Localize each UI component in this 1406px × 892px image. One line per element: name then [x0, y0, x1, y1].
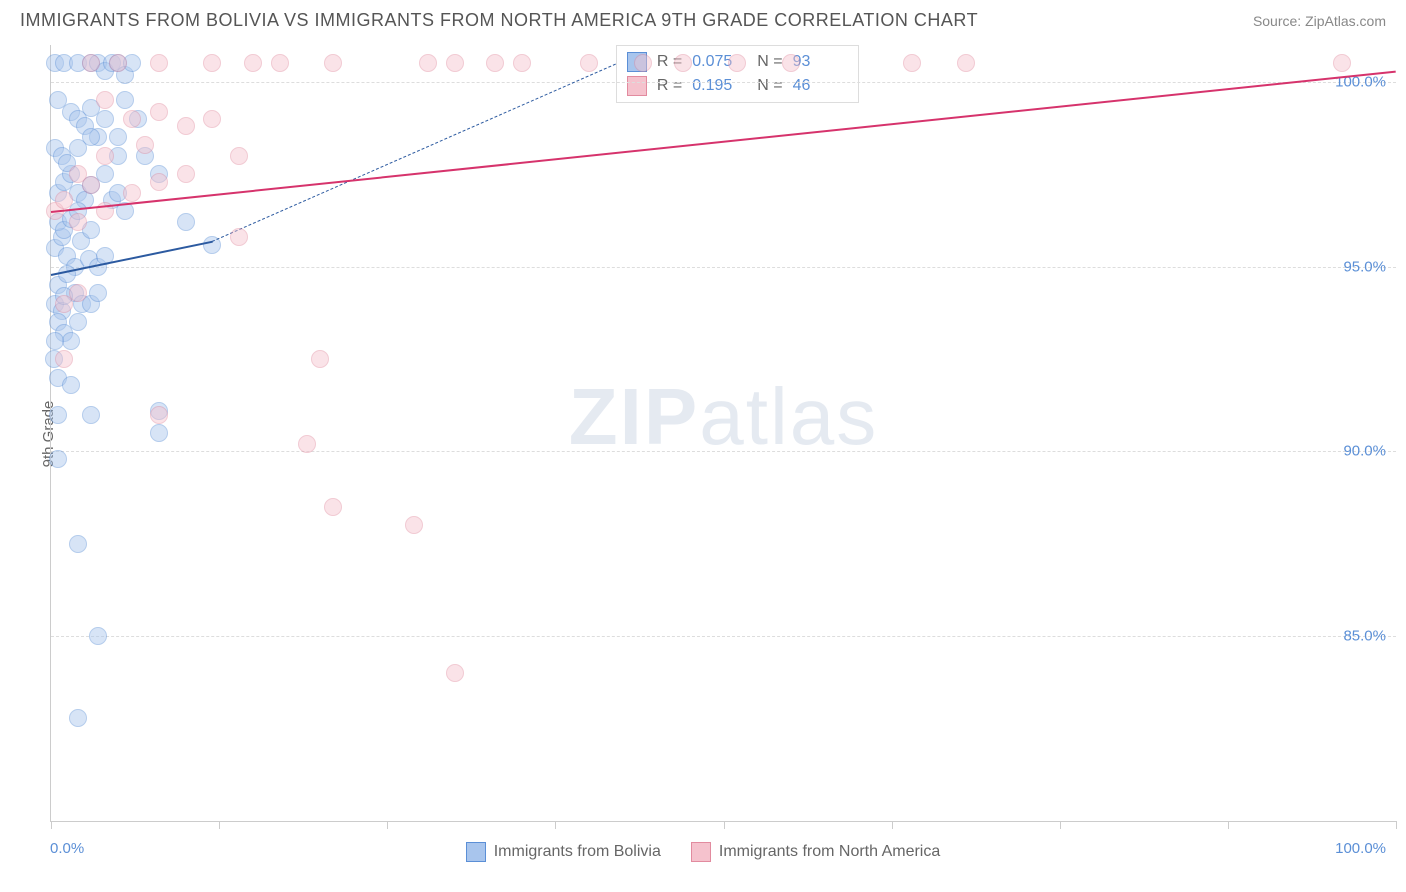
data-point: [55, 191, 73, 209]
data-point: [405, 516, 423, 534]
data-point: [298, 435, 316, 453]
data-point: [324, 54, 342, 72]
data-point: [49, 450, 67, 468]
data-point: [419, 54, 437, 72]
data-point: [782, 54, 800, 72]
data-point: [96, 147, 114, 165]
source-label: Source: ZipAtlas.com: [1253, 13, 1386, 29]
data-point: [150, 424, 168, 442]
data-point: [177, 213, 195, 231]
data-point: [82, 176, 100, 194]
y-tick-label: 85.0%: [1343, 628, 1386, 645]
data-point: [230, 228, 248, 246]
legend-r-value: 0.195: [692, 77, 747, 95]
data-point: [150, 103, 168, 121]
data-point: [123, 184, 141, 202]
legend-n-value: 46: [793, 77, 848, 95]
y-tick-label: 95.0%: [1343, 258, 1386, 275]
legend-n-label: N =: [757, 77, 782, 95]
data-point: [728, 54, 746, 72]
legend-item: Immigrants from North America: [691, 842, 940, 862]
data-point: [136, 136, 154, 154]
legend-series-name: Immigrants from North America: [719, 843, 940, 861]
data-point: [116, 91, 134, 109]
legend-swatch: [627, 76, 647, 96]
legend-swatch: [466, 842, 486, 862]
data-point: [109, 128, 127, 146]
gridline: [51, 82, 1396, 83]
data-point: [96, 110, 114, 128]
x-tick: [724, 821, 725, 829]
data-point: [89, 284, 107, 302]
data-point: [46, 332, 64, 350]
data-point: [244, 54, 262, 72]
data-point: [177, 165, 195, 183]
x-tick: [51, 821, 52, 829]
data-point: [446, 664, 464, 682]
data-point: [69, 284, 87, 302]
data-point: [1333, 54, 1351, 72]
x-tick: [387, 821, 388, 829]
data-point: [62, 376, 80, 394]
data-point: [580, 54, 598, 72]
data-point: [271, 54, 289, 72]
data-point: [446, 54, 464, 72]
data-point: [150, 406, 168, 424]
data-point: [634, 54, 652, 72]
gridline: [51, 267, 1396, 268]
x-tick: [892, 821, 893, 829]
data-point: [69, 709, 87, 727]
plot-area: ZIPatlas R =0.075N =93R =0.195N =46 85.0…: [50, 45, 1396, 822]
legend-swatch: [691, 842, 711, 862]
data-point: [230, 147, 248, 165]
x-tick: [555, 821, 556, 829]
data-point: [486, 54, 504, 72]
data-point: [513, 54, 531, 72]
gridline: [51, 451, 1396, 452]
trend-line-dashed: [212, 64, 616, 242]
data-point: [109, 54, 127, 72]
data-point: [311, 350, 329, 368]
legend-row: R = 0.195 N = 46: [627, 74, 848, 98]
data-point: [957, 54, 975, 72]
x-tick: [1228, 821, 1229, 829]
data-point: [324, 498, 342, 516]
data-point: [89, 627, 107, 645]
chart-area: 9th Grade ZIPatlas R =0.075N =93R =0.195…: [50, 45, 1396, 822]
legend-r-label: R =: [657, 77, 682, 95]
data-point: [203, 110, 221, 128]
data-point: [903, 54, 921, 72]
chart-title: IMMIGRANTS FROM BOLIVIA VS IMMIGRANTS FR…: [20, 10, 978, 31]
x-tick: [219, 821, 220, 829]
data-point: [203, 54, 221, 72]
data-point: [674, 54, 692, 72]
data-point: [150, 173, 168, 191]
data-point: [177, 117, 195, 135]
data-point: [69, 213, 87, 231]
legend-n-value: 93: [793, 53, 848, 71]
data-point: [62, 332, 80, 350]
data-point: [82, 54, 100, 72]
data-point: [58, 265, 76, 283]
legend-item: Immigrants from Bolivia: [466, 842, 661, 862]
data-point: [82, 406, 100, 424]
data-point: [96, 91, 114, 109]
data-point: [123, 110, 141, 128]
watermark: ZIPatlas: [569, 371, 878, 463]
legend-n-label: N =: [757, 53, 782, 71]
y-tick-label: 90.0%: [1343, 443, 1386, 460]
data-point: [55, 350, 73, 368]
data-point: [49, 406, 67, 424]
legend-series-name: Immigrants from Bolivia: [494, 843, 661, 861]
x-tick: [1396, 821, 1397, 829]
series-legend: Immigrants from Bolivia Immigrants from N…: [0, 842, 1406, 862]
data-point: [150, 54, 168, 72]
data-point: [69, 535, 87, 553]
data-point: [69, 313, 87, 331]
gridline: [51, 636, 1396, 637]
x-tick: [1060, 821, 1061, 829]
data-point: [82, 128, 100, 146]
